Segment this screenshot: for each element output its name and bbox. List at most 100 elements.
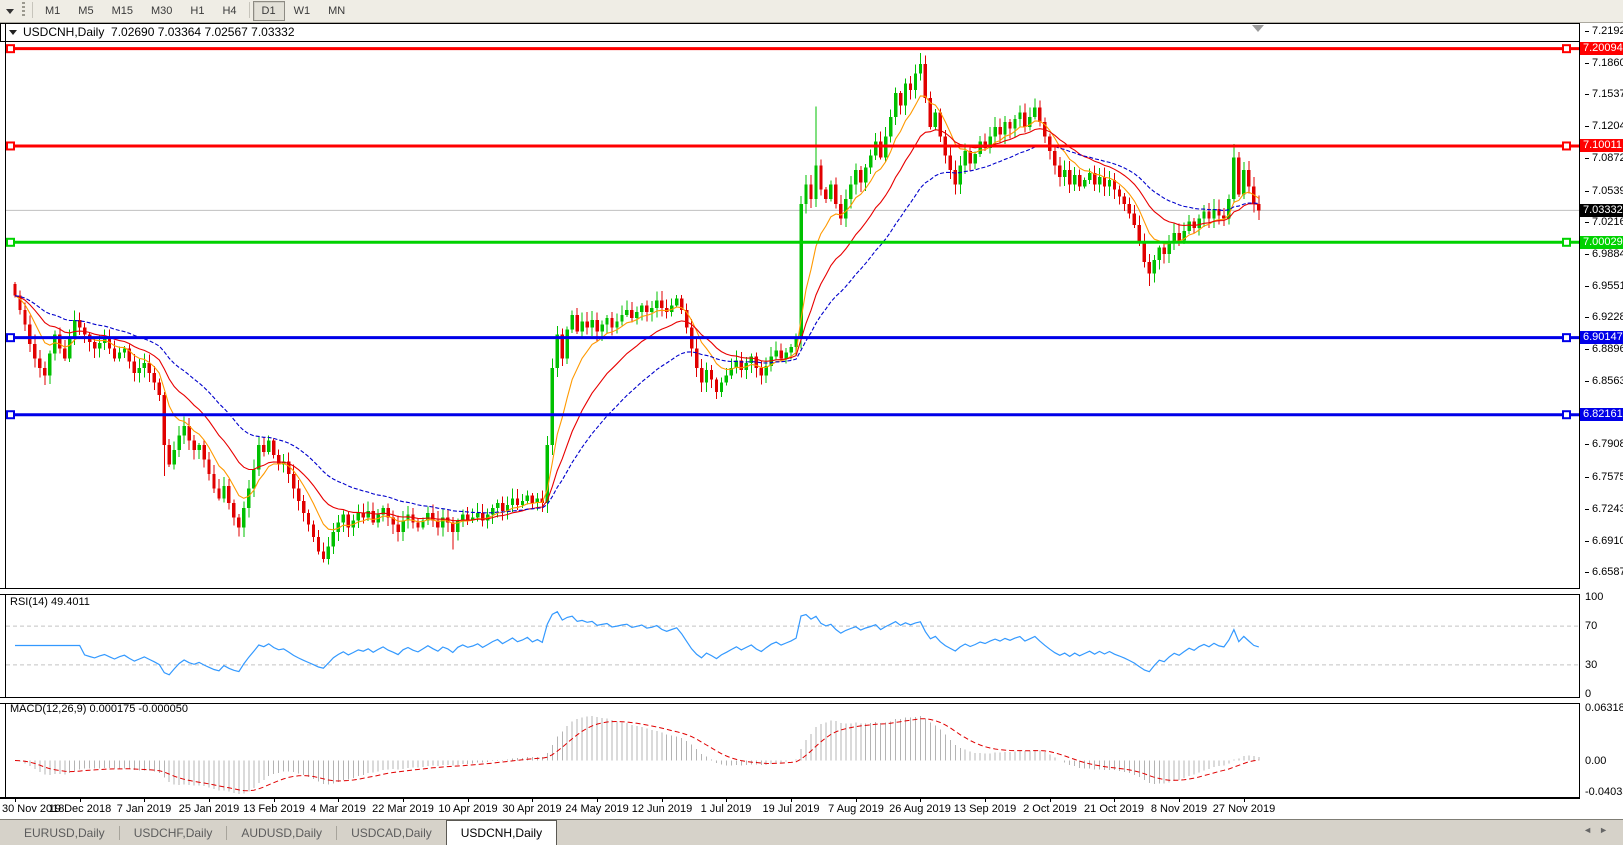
date-label: 7 Jan 2019 bbox=[116, 803, 172, 815]
date-tick bbox=[920, 799, 921, 802]
price-tick-6.69105: 6.69105 bbox=[1585, 535, 1623, 547]
chart-tab-bar: EURUSD,Daily USDCHF,Daily AUDUSD,Daily USDC… bbox=[0, 819, 1623, 845]
chart-title-bar[interactable]: USDCNH,Daily 7.02690 7.03364 7.02567 7.0… bbox=[0, 23, 1580, 42]
timeframe-button-h1[interactable]: H1 bbox=[190, 5, 205, 17]
level-line-handle[interactable] bbox=[1562, 141, 1571, 151]
tab-eurusd-daily[interactable]: EURUSD,Daily bbox=[24, 826, 105, 840]
price-line-badge-7.20094: 7.20094 bbox=[1580, 42, 1623, 55]
level-line-handle[interactable] bbox=[1562, 237, 1571, 247]
tick-mark bbox=[1585, 221, 1589, 223]
tab-scroll-right-icon[interactable]: ► bbox=[1599, 825, 1615, 835]
timeframe-button-d1[interactable]: D1 bbox=[252, 1, 285, 21]
price-line-badge-7.00029: 7.00029 bbox=[1580, 236, 1623, 249]
chart-shift-marker-icon[interactable] bbox=[1252, 25, 1264, 32]
chart-ohlc-values: 7.02690 7.03364 7.02567 7.03332 bbox=[111, 25, 295, 39]
tab-separator bbox=[336, 825, 338, 840]
macd-indicator-canvas[interactable] bbox=[0, 701, 1580, 797]
timeframe-button-m30[interactable]: M30 bbox=[150, 5, 173, 17]
price-tick-6.92285: 6.92285 bbox=[1585, 311, 1623, 323]
candles bbox=[13, 52, 1261, 565]
tab-scroll-arrows[interactable]: ◄► bbox=[1583, 825, 1615, 835]
tab-separator bbox=[118, 825, 120, 840]
price-tick-6.75755: 6.75755 bbox=[1585, 471, 1623, 483]
timeframe-button-mn[interactable]: MN bbox=[328, 5, 346, 17]
chart-collapse-icon[interactable] bbox=[9, 29, 17, 35]
chart-dropdown-button[interactable] bbox=[0, 1, 20, 21]
date-tick bbox=[338, 799, 339, 802]
tab-audusd-daily[interactable]: AUDUSD,Daily bbox=[241, 826, 323, 840]
price-tick-7.21925: 7.21925 bbox=[1585, 25, 1623, 37]
date-label: 30 Nov 2018 bbox=[2, 803, 65, 815]
level-line-handle[interactable] bbox=[6, 237, 15, 247]
timeframe-button-w1[interactable]: W1 bbox=[293, 5, 311, 17]
rsi-splitter[interactable] bbox=[0, 588, 1580, 595]
date-tick bbox=[468, 799, 469, 802]
tick-mark bbox=[1585, 316, 1589, 318]
tick-mark bbox=[1585, 157, 1589, 159]
date-tick bbox=[209, 799, 210, 802]
date-label: 25 Jan 2019 bbox=[178, 803, 240, 815]
date-tick bbox=[274, 799, 275, 802]
tick-mark bbox=[1585, 571, 1589, 573]
tab-usdcad-daily[interactable]: USDCAD,Daily bbox=[351, 826, 432, 840]
level-line-handle[interactable] bbox=[6, 410, 15, 420]
tab-scroll-left-icon[interactable]: ◄ bbox=[1583, 825, 1600, 835]
price-tick-7.18600: 7.18600 bbox=[1585, 57, 1623, 69]
tab-usdcnh-daily[interactable]: USDCNH,Daily bbox=[445, 820, 558, 845]
date-label: 22 Mar 2019 bbox=[372, 803, 434, 815]
date-tick bbox=[597, 799, 598, 802]
level-line-handle[interactable] bbox=[1562, 333, 1571, 343]
price-tick-6.85635: 6.85635 bbox=[1585, 375, 1623, 387]
chart-left-border bbox=[5, 23, 6, 799]
date-label: 7 Aug 2019 bbox=[828, 803, 884, 815]
chevron-down-icon bbox=[6, 9, 14, 14]
timeframe-button-m1[interactable]: M1 bbox=[45, 5, 61, 17]
macd-label: MACD(12,26,9) 0.000175 -0.000050 bbox=[10, 703, 188, 715]
timeframe-button-m5[interactable]: M5 bbox=[78, 5, 94, 17]
date-tick bbox=[144, 799, 145, 802]
level-line-handle[interactable] bbox=[1562, 410, 1571, 420]
main-chart-canvas[interactable] bbox=[0, 41, 1580, 588]
tick-mark bbox=[1585, 30, 1589, 32]
date-label: 10 Apr 2019 bbox=[438, 803, 498, 815]
price-tick-6.88960: 6.88960 bbox=[1585, 343, 1623, 355]
level-line-handle[interactable] bbox=[6, 141, 15, 151]
date-tick bbox=[15, 799, 16, 802]
price-tick-7.08720: 7.08720 bbox=[1585, 152, 1623, 164]
level-line-handle[interactable] bbox=[6, 44, 15, 54]
timeframe-button-m15[interactable]: M15 bbox=[111, 5, 133, 17]
date-label: 26 Aug 2019 bbox=[889, 803, 951, 815]
current-price-badge: 7.03332 bbox=[1580, 204, 1623, 217]
tab-separator bbox=[226, 825, 228, 840]
rsi-indicator-canvas[interactable] bbox=[0, 593, 1580, 697]
timeframe-toolbar: M1 M5 M15 M30 H1 H4 D1 W1 MN bbox=[0, 0, 1623, 23]
date-tick bbox=[726, 799, 727, 802]
macd-signal-line bbox=[14, 718, 1259, 792]
date-label: 8 Nov 2019 bbox=[1150, 803, 1208, 815]
price-line-badge-6.82161: 6.82161 bbox=[1580, 408, 1623, 421]
date-label: 19 Jul 2019 bbox=[762, 803, 820, 815]
date-label: 13 Feb 2019 bbox=[243, 803, 305, 815]
tick-mark bbox=[1585, 253, 1589, 255]
level-line-handle[interactable] bbox=[6, 333, 15, 343]
price-tick-7.05395: 7.05395 bbox=[1585, 185, 1623, 197]
level-line-handle[interactable] bbox=[1562, 44, 1571, 54]
chart-symbol-title: USDCNH,Daily bbox=[23, 25, 105, 39]
date-label: 4 Mar 2019 bbox=[310, 803, 366, 815]
macd-splitter[interactable] bbox=[0, 697, 1580, 704]
toolbar-grip[interactable] bbox=[22, 1, 25, 18]
timeframe-button-h4[interactable]: H4 bbox=[222, 5, 237, 17]
tick-mark bbox=[1585, 285, 1589, 287]
time-scale-border bbox=[0, 797, 1580, 799]
date-label: 27 Nov 2019 bbox=[1212, 803, 1276, 815]
date-label: 24 May 2019 bbox=[565, 803, 629, 815]
date-tick bbox=[1050, 799, 1051, 802]
price-tick-6.98840: 6.98840 bbox=[1585, 248, 1623, 260]
date-tick bbox=[1179, 799, 1180, 802]
tab-usdchf-daily[interactable]: USDCHF,Daily bbox=[133, 826, 213, 840]
date-label: 21 Oct 2019 bbox=[1084, 803, 1144, 815]
macd-histogram bbox=[19, 716, 1260, 795]
rsi-tick-30: 30 bbox=[1585, 659, 1598, 671]
date-tick bbox=[1114, 799, 1115, 802]
date-label: 2 Oct 2019 bbox=[1023, 803, 1077, 815]
